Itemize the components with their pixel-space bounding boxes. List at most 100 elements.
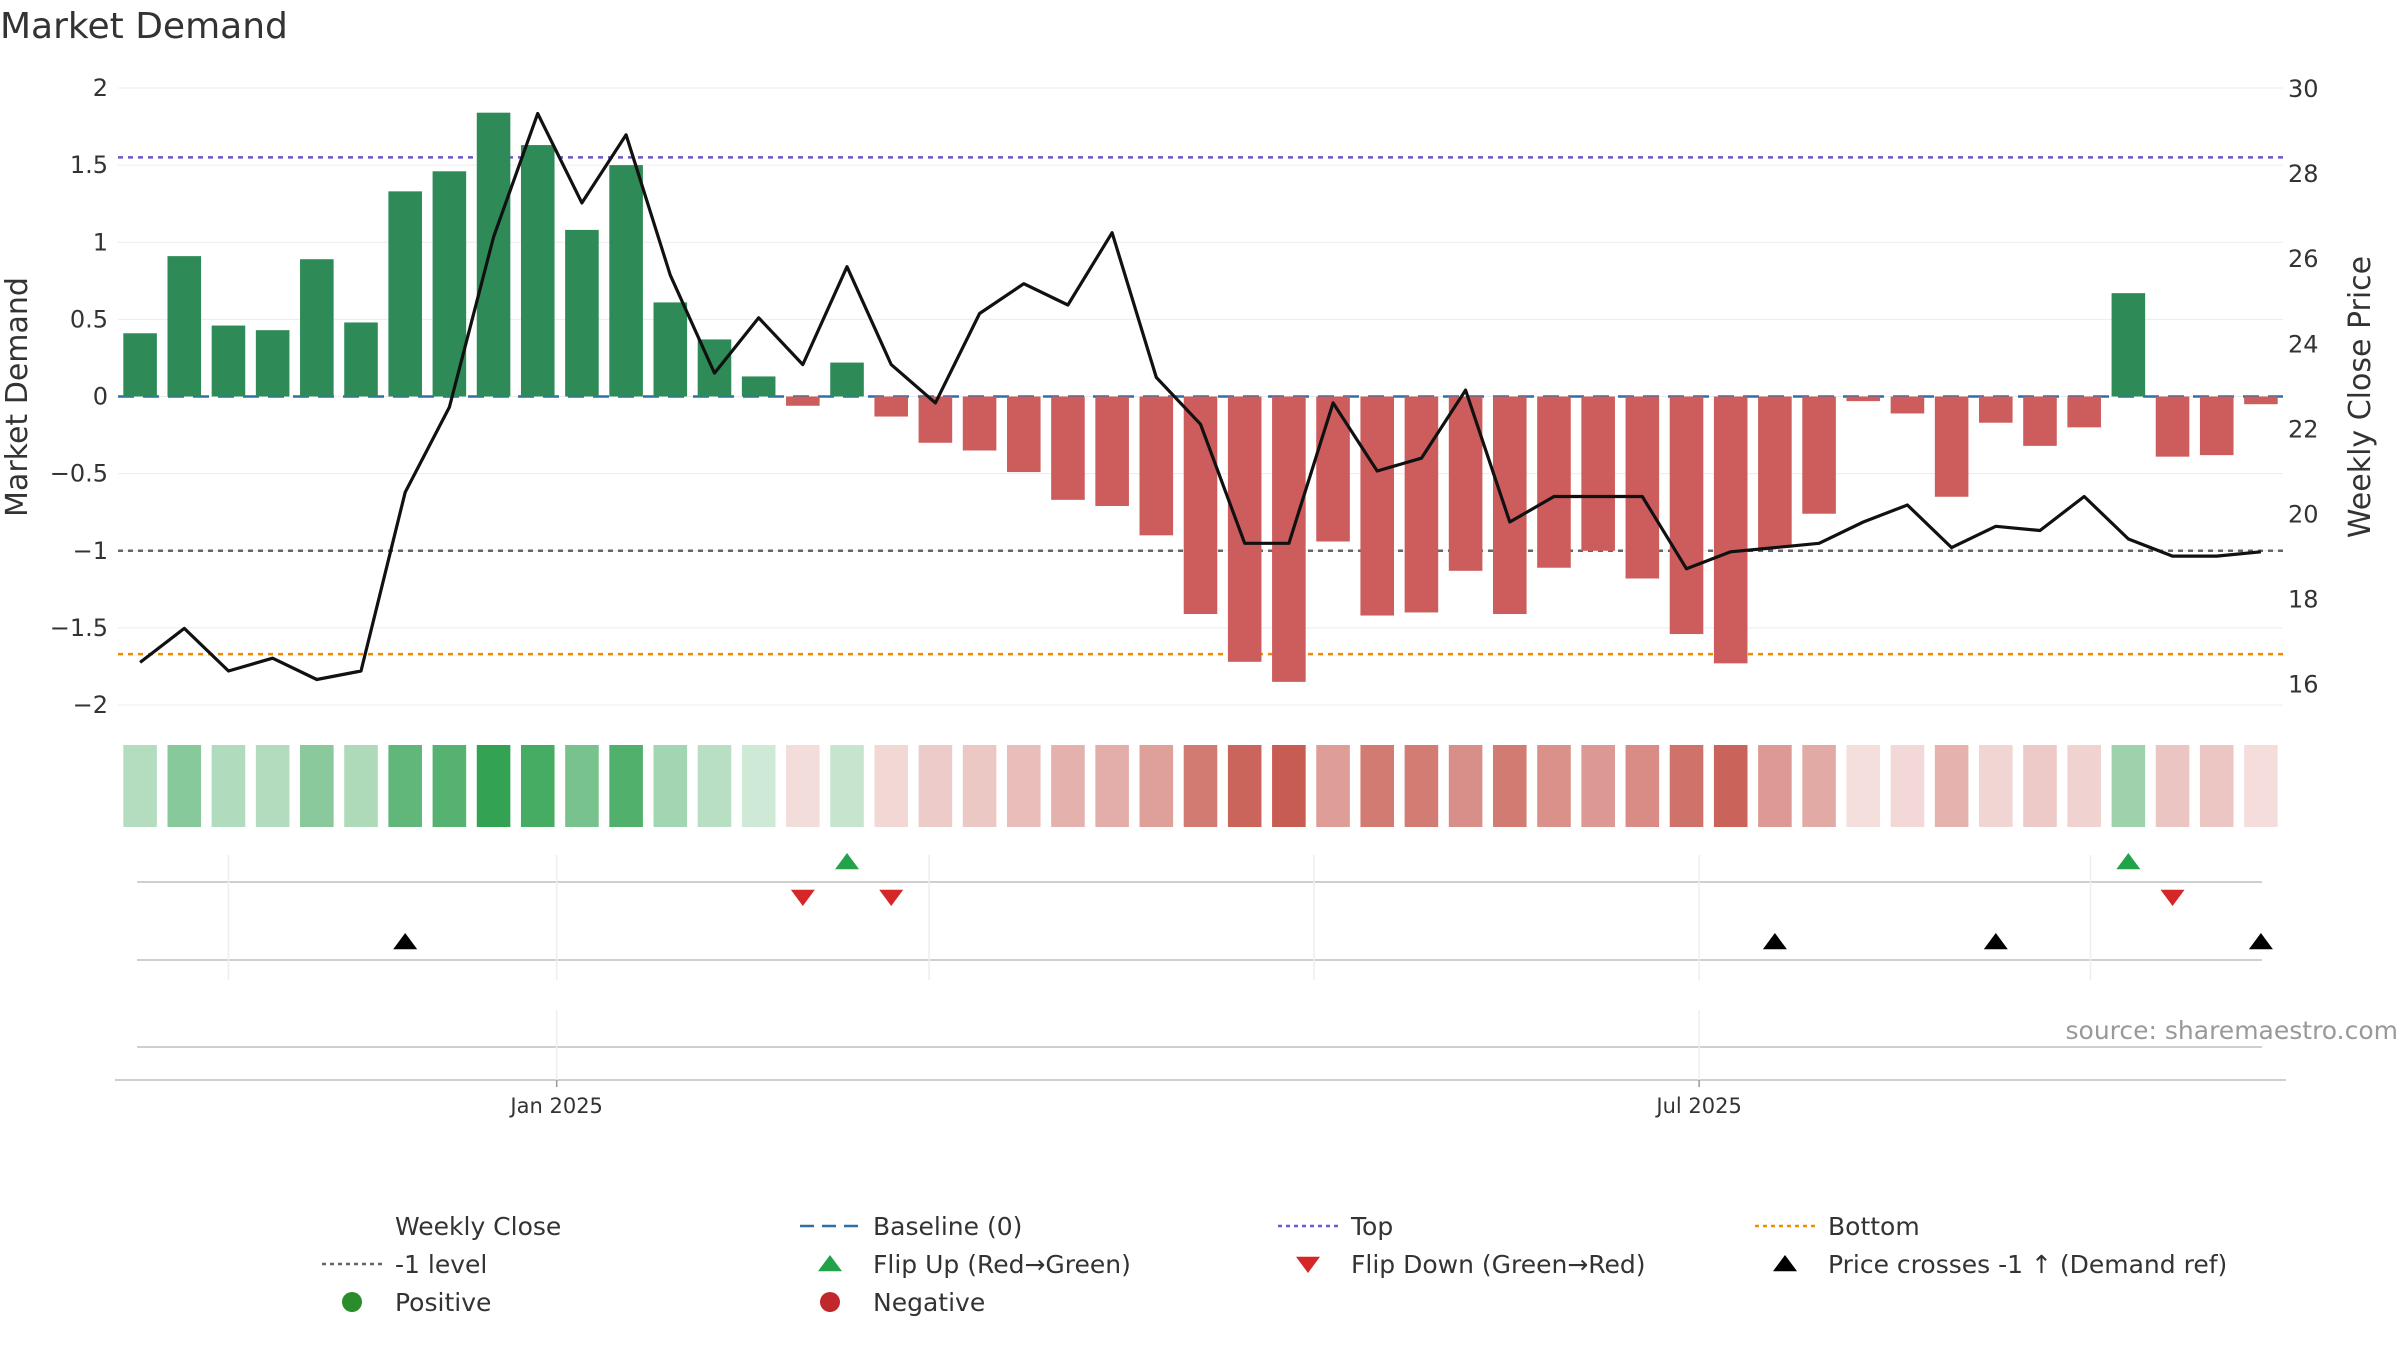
demand-bar bbox=[167, 256, 202, 397]
event-markers bbox=[115, 853, 2286, 1081]
demand-bar bbox=[2023, 396, 2057, 446]
heat-cell bbox=[2244, 745, 2278, 827]
heat-cell bbox=[255, 745, 290, 827]
demand-bar bbox=[1006, 396, 1041, 473]
heat-cell bbox=[786, 745, 820, 827]
heat-cell bbox=[741, 745, 776, 827]
heat-cell bbox=[520, 745, 555, 827]
legend-item: Flip Down (Green→Red) bbox=[1296, 1250, 1646, 1279]
demand-bar bbox=[1581, 396, 1615, 551]
demand-bar bbox=[2111, 293, 2146, 397]
heat-cell bbox=[1934, 745, 1969, 827]
heat-cell bbox=[1360, 745, 1395, 827]
heat-cell bbox=[432, 745, 467, 827]
heat-cell bbox=[388, 745, 422, 827]
heat-cell bbox=[1139, 745, 1174, 827]
legend-item: Weekly Close bbox=[395, 1212, 561, 1241]
heat-cell bbox=[697, 745, 732, 827]
heat-cell bbox=[1537, 745, 1571, 827]
flip-up-marker bbox=[835, 853, 860, 870]
y-tick-label: −1 bbox=[73, 537, 108, 565]
legend-item: Positive bbox=[342, 1288, 491, 1317]
price-cross-marker bbox=[2248, 933, 2273, 950]
heat-cell bbox=[344, 745, 378, 827]
demand-bar bbox=[830, 362, 864, 397]
legend-item: Negative bbox=[820, 1288, 985, 1317]
legend-swatch bbox=[818, 1255, 842, 1272]
demand-bar bbox=[1492, 396, 1527, 614]
demand-bar bbox=[255, 330, 290, 397]
flip-down-marker bbox=[790, 889, 815, 906]
legend-item: Flip Up (Red→Green) bbox=[818, 1250, 1131, 1279]
y-tick-label: 2 bbox=[93, 74, 108, 102]
heat-cell bbox=[167, 745, 202, 827]
demand-bar bbox=[300, 259, 334, 397]
y-tick-label: 1 bbox=[93, 228, 108, 256]
demand-bar bbox=[874, 396, 909, 417]
demand-bar bbox=[962, 396, 997, 451]
heat-cell bbox=[1713, 745, 1748, 827]
heat-cell bbox=[1758, 745, 1792, 827]
legend-label: Flip Down (Green→Red) bbox=[1351, 1250, 1646, 1279]
demand-bar bbox=[344, 322, 378, 397]
legend-item: Bottom bbox=[1755, 1212, 1920, 1241]
weekly-close-line-group bbox=[139, 111, 2262, 682]
heat-cell bbox=[1272, 745, 1306, 827]
demand-bar bbox=[520, 145, 555, 397]
heat-cell bbox=[2199, 745, 2234, 827]
weekly-close-line bbox=[139, 111, 2262, 682]
legend-item: -1 level bbox=[322, 1250, 487, 1279]
y2-tick-label: 22 bbox=[2288, 415, 2319, 443]
y-tick-label: −1.5 bbox=[50, 614, 108, 642]
axis-ticks: 2 1.5 1 0.5 0 −0.5 −1 −1.5 −2 30 28 26 24 22 20 18 16 Jan… bbox=[50, 74, 2319, 1118]
heat-cell bbox=[1183, 745, 1218, 827]
heat-cell bbox=[1802, 745, 1836, 827]
y2-axis-label: Weekly Close Price bbox=[2343, 256, 2378, 538]
legend-item: Top bbox=[1278, 1212, 1393, 1241]
legend-label: Negative bbox=[873, 1288, 985, 1317]
demand-bar bbox=[1846, 396, 1881, 402]
heat-cell bbox=[565, 745, 599, 827]
heat-cell bbox=[1095, 745, 1129, 827]
heat-cell bbox=[609, 745, 643, 827]
legend-item: Baseline (0) bbox=[800, 1212, 1022, 1241]
legend-swatch bbox=[1773, 1255, 1797, 1272]
legend-label: Weekly Close bbox=[395, 1212, 561, 1241]
demand-bar bbox=[786, 396, 820, 406]
chart-title: Market Demand bbox=[0, 6, 288, 47]
heat-cell bbox=[2155, 745, 2190, 827]
heat-cell bbox=[1625, 745, 1660, 827]
legend-label: Positive bbox=[395, 1288, 491, 1317]
demand-bar bbox=[2155, 396, 2190, 457]
demand-bar bbox=[388, 191, 422, 397]
heat-cell bbox=[874, 745, 909, 827]
demand-bar bbox=[1979, 396, 2013, 423]
demand-bar bbox=[1890, 396, 1925, 414]
heat-cell bbox=[2023, 745, 2057, 827]
demand-heat-strip bbox=[123, 745, 2278, 827]
demand-bar bbox=[2199, 396, 2234, 456]
heat-cell bbox=[653, 745, 688, 827]
legend-swatch bbox=[1296, 1256, 1320, 1273]
legend-item: Price crosses -1 ↑ (Demand ref) bbox=[1773, 1250, 2227, 1279]
demand-bar bbox=[211, 325, 246, 397]
heat-cell bbox=[123, 745, 157, 827]
legend-swatch bbox=[820, 1292, 840, 1312]
demand-bar bbox=[476, 112, 511, 397]
y-tick-label: 1.5 bbox=[70, 151, 108, 179]
heat-cell bbox=[476, 745, 511, 827]
y-axis-label: Market Demand bbox=[0, 277, 35, 517]
demand-bar bbox=[609, 165, 643, 397]
y-tick-label: −0.5 bbox=[50, 460, 108, 488]
price-cross-marker bbox=[1983, 933, 2008, 950]
demand-bar bbox=[1758, 396, 1792, 548]
heat-cell bbox=[1404, 745, 1439, 827]
demand-bar bbox=[1713, 396, 1748, 664]
heat-cell bbox=[1227, 745, 1262, 827]
legend-label: Bottom bbox=[1828, 1212, 1920, 1241]
demand-bar bbox=[1360, 396, 1395, 616]
legend: Weekly Close Baseline (0) Top Bottom -1 leve… bbox=[322, 1212, 2227, 1317]
demand-bar bbox=[1139, 396, 1174, 536]
price-cross-marker bbox=[1762, 933, 1787, 950]
demand-bar bbox=[1051, 396, 1085, 500]
